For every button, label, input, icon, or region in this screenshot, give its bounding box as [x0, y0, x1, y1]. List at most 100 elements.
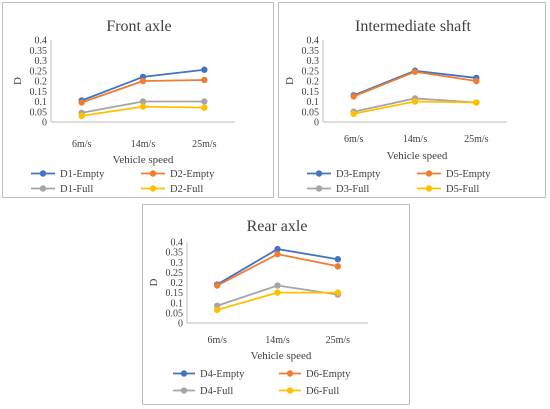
- front-axle-chart: Front axle 00.050.10.150.20.250.30.350.4 D…: [12, 18, 235, 195]
- legend-marker-d6-full: [286, 387, 294, 394]
- legend-marker-d1-full: [39, 185, 47, 192]
- x-axis-label: Vehicle speed: [113, 154, 174, 166]
- data-point-d4-empty: [334, 256, 342, 263]
- data-point-d2-empty: [139, 77, 147, 85]
- y-tick-label: 0: [314, 118, 319, 129]
- data-point-d6-empty: [213, 282, 221, 289]
- y-tick-label: 0.05: [30, 107, 48, 118]
- legend-label-d1-empty: D1-Empty: [60, 169, 105, 180]
- chart-title: Front axle: [106, 18, 171, 35]
- legend-label-d2-full: D2-Full: [170, 184, 203, 195]
- legend-label-d3-empty: D3-Empty: [336, 169, 381, 180]
- data-point-d5-full: [350, 110, 357, 118]
- y-tick-label: 0.05: [166, 308, 184, 319]
- data-point-d2-empty: [201, 76, 208, 84]
- legend-label-d6-empty: D6-Empty: [306, 369, 351, 380]
- y-tick-label: 0.15: [30, 87, 48, 98]
- y-tick-label: 0.1: [171, 298, 184, 309]
- y-tick-label: 0.2: [307, 77, 320, 88]
- x-tick-label: 25m/s: [192, 139, 217, 150]
- legend-label-d4-empty: D4-Empty: [200, 369, 245, 380]
- legend-marker-d1-empty: [39, 170, 47, 177]
- front-axle-chart-panel: Front axle 0 0.05 0.1 0.15 0.2 0.25 0.3 0.35 0.4 D…: [2, 2, 274, 198]
- y-tick-label: 0.05: [302, 107, 320, 118]
- y-tick-label: 0.35: [166, 248, 184, 259]
- y-tick-label: 0: [178, 319, 183, 330]
- y-tick-label: 0: [42, 118, 47, 129]
- x-tick-label: 6m/s: [72, 139, 92, 150]
- legend-marker-d2-full: [149, 185, 157, 192]
- legend-label-d3-full: D3-Full: [336, 184, 369, 195]
- legend-marker-d4-full: [180, 387, 188, 394]
- data-point-d2-full: [139, 103, 147, 110]
- y-tick-label: 0.15: [166, 288, 184, 299]
- data-point-d6-full: [334, 289, 342, 296]
- legend-label-d1-full: D1-Full: [60, 184, 93, 195]
- y-tick-label: 0.3: [307, 56, 320, 67]
- legend-label-d5-full: D5-Full: [446, 184, 479, 195]
- legend-marker-d2-empty: [149, 170, 157, 177]
- legend-marker-d5-full: [425, 185, 433, 192]
- data-point-d6-full: [213, 306, 221, 314]
- y-tick-label: 0.3: [171, 258, 184, 269]
- rear-axle-chart-panel: Rear axle 0 0.05 0.1 0.15 0.2 0.25 0.3 0.35 0.4 D 6…: [142, 204, 410, 405]
- data-point-d5-full: [473, 99, 480, 106]
- y-tick-label: 0.1: [35, 97, 48, 108]
- y-tick-label: 0.3: [35, 56, 48, 67]
- legend-marker-d3-full: [315, 185, 323, 192]
- data-point-d5-full: [411, 98, 419, 105]
- y-tick-label: 0.35: [30, 46, 48, 57]
- legend-marker-d4-empty: [180, 370, 188, 377]
- y-tick-label: 0.15: [302, 87, 320, 98]
- data-point-d1-full: [201, 98, 208, 105]
- data-point-d6-full: [274, 289, 281, 296]
- x-tick-label: 14m/s: [403, 134, 428, 145]
- intermediate-shaft-chart: Intermediate shaft00.050.10.150.20.250.3…: [284, 18, 507, 195]
- data-point-d6-empty: [274, 250, 281, 258]
- series-line-d6-empty: [216, 253, 339, 287]
- y-tick-label: 0.25: [302, 66, 320, 77]
- y-tick-label: 0.4: [171, 238, 184, 249]
- x-axis-label: Vehicle speed: [387, 150, 448, 162]
- intermediate-shaft-chart-panel: Intermediate shaft 0 0.05 0.1 0.15 0.2 0.25 0.3…: [278, 2, 546, 198]
- data-point-d2-full: [201, 104, 208, 111]
- legend-label-d2-empty: D2-Empty: [170, 169, 215, 180]
- y-tick-label: 0.4: [307, 36, 320, 47]
- y-tick-label: 0.4: [35, 36, 48, 47]
- data-point-d5-empty: [411, 68, 419, 75]
- chart-title: Rear axle: [247, 218, 308, 235]
- rear-axle-chart: Rear axle00.050.10.150.20.250.30.350.4D6…: [148, 218, 368, 397]
- data-point-d5-empty: [473, 77, 480, 85]
- data-point-d1-empty: [201, 66, 208, 73]
- data-point-d6-empty: [334, 263, 342, 270]
- x-tick-label: 6m/s: [344, 134, 364, 145]
- x-tick-label: 14m/s: [265, 335, 290, 346]
- x-tick-label: 14m/s: [131, 139, 156, 150]
- x-axis-label: Vehicle speed: [251, 350, 312, 362]
- y-tick-label: 0.1: [307, 97, 320, 108]
- data-point-d5-empty: [350, 93, 357, 100]
- data-point-d4-empty: [274, 245, 281, 253]
- legend-marker-d5-empty: [425, 170, 433, 177]
- y-axis-label: D: [12, 77, 24, 85]
- data-point-d2-empty: [78, 99, 85, 106]
- y-axis-label: D: [284, 77, 296, 85]
- legend-label-d6-full: D6-Full: [306, 386, 339, 397]
- legend-label-d5-empty: D5-Empty: [446, 169, 491, 180]
- y-tick-label: 0.2: [171, 278, 184, 289]
- legend-marker-d6-empty: [286, 370, 294, 377]
- legend-marker-d3-empty: [315, 170, 323, 177]
- data-point-d2-full: [78, 112, 85, 120]
- x-tick-label: 25m/s: [326, 335, 351, 346]
- y-tick-label: 0.2: [35, 77, 48, 88]
- chart-title: Intermediate shaft: [355, 18, 472, 35]
- x-tick-label: 6m/s: [207, 335, 227, 346]
- y-tick-label: 0.25: [166, 268, 184, 279]
- y-tick-label: 0.25: [30, 66, 48, 77]
- legend-label-d4-full: D4-Full: [200, 386, 233, 397]
- data-point-d4-full: [274, 282, 281, 289]
- x-tick-label: 25m/s: [464, 134, 489, 145]
- y-axis-label: D: [148, 278, 160, 286]
- data-point-d1-full: [139, 98, 147, 105]
- y-tick-label: 0.35: [302, 46, 320, 57]
